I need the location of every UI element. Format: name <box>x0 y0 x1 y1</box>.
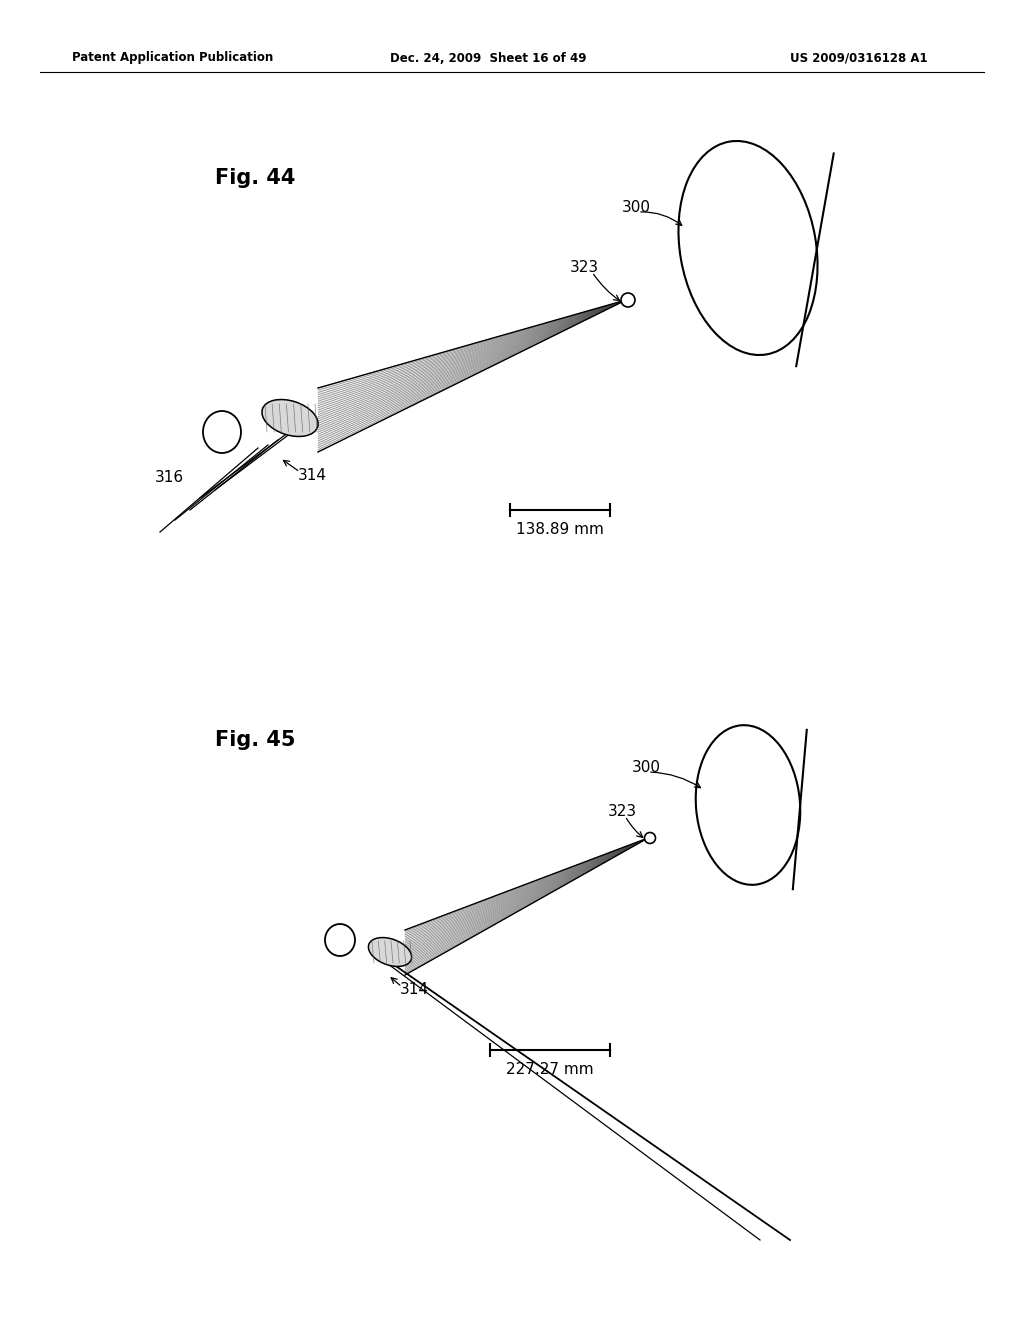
Text: 227.27 mm: 227.27 mm <box>506 1063 594 1077</box>
Ellipse shape <box>203 411 241 453</box>
Text: 316: 316 <box>155 470 184 486</box>
Ellipse shape <box>644 833 655 843</box>
Text: 323: 323 <box>570 260 599 276</box>
Text: 300: 300 <box>632 760 662 776</box>
Polygon shape <box>406 838 648 975</box>
Text: Fig. 45: Fig. 45 <box>215 730 296 750</box>
Text: 323: 323 <box>608 804 637 820</box>
Ellipse shape <box>262 400 318 437</box>
Text: Dec. 24, 2009  Sheet 16 of 49: Dec. 24, 2009 Sheet 16 of 49 <box>390 51 587 65</box>
Text: US 2009/0316128 A1: US 2009/0316128 A1 <box>790 51 928 65</box>
Text: 314: 314 <box>298 467 327 483</box>
Ellipse shape <box>369 937 412 966</box>
Text: 300: 300 <box>622 201 651 215</box>
Ellipse shape <box>621 293 635 308</box>
Text: Fig. 44: Fig. 44 <box>215 168 295 187</box>
Text: 314: 314 <box>400 982 429 998</box>
Text: 138.89 mm: 138.89 mm <box>516 523 604 537</box>
Ellipse shape <box>325 924 355 956</box>
Polygon shape <box>318 300 626 451</box>
Text: Patent Application Publication: Patent Application Publication <box>72 51 273 65</box>
